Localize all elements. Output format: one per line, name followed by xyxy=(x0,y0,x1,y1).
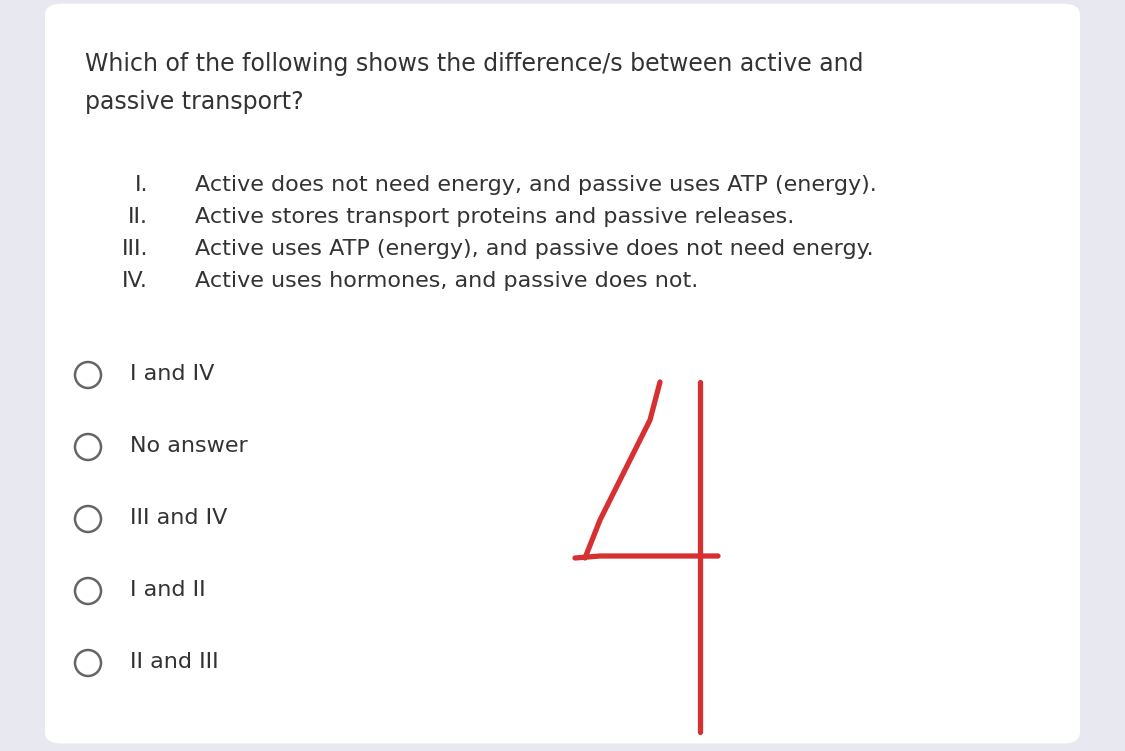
Text: I and II: I and II xyxy=(130,580,206,600)
Text: passive transport?: passive transport? xyxy=(86,90,304,114)
Text: Which of the following shows the difference/s between active and: Which of the following shows the differe… xyxy=(86,52,864,76)
Text: II.: II. xyxy=(128,207,148,227)
Text: I and IV: I and IV xyxy=(130,364,215,384)
Text: Active uses hormones, and passive does not.: Active uses hormones, and passive does n… xyxy=(195,271,699,291)
Text: I.: I. xyxy=(135,175,148,195)
Text: II and III: II and III xyxy=(130,652,218,672)
Text: III and IV: III and IV xyxy=(130,508,227,528)
Text: Active uses ATP (energy), and passive does not need energy.: Active uses ATP (energy), and passive do… xyxy=(195,239,874,259)
Text: Active stores transport proteins and passive releases.: Active stores transport proteins and pas… xyxy=(195,207,794,227)
Text: Active does not need energy, and passive uses ATP (energy).: Active does not need energy, and passive… xyxy=(195,175,876,195)
Text: No answer: No answer xyxy=(130,436,248,456)
Text: IV.: IV. xyxy=(123,271,148,291)
Text: III.: III. xyxy=(122,239,148,259)
